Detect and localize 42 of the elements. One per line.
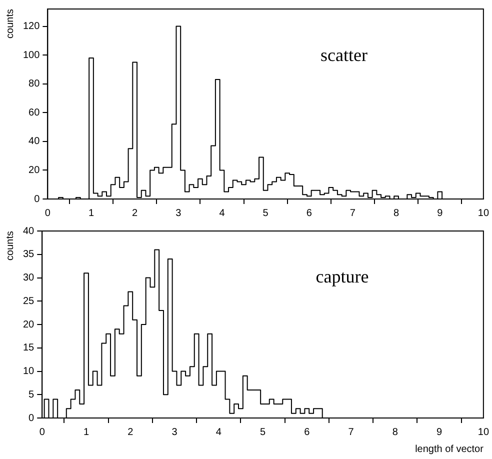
x-tick-label: 0 bbox=[44, 208, 51, 219]
x-tick-label: 9 bbox=[437, 208, 444, 219]
x-tick-label: 1 bbox=[83, 426, 90, 438]
y-tick-label: 20 bbox=[23, 319, 35, 330]
x-tick-label: 7 bbox=[350, 208, 356, 219]
y-tick-label: 20 bbox=[28, 164, 40, 176]
y-tick-label: 10 bbox=[23, 366, 35, 377]
x-tick-label: 9 bbox=[436, 426, 443, 438]
y-tick-label: 80 bbox=[28, 78, 40, 90]
x-tick-label: 4 bbox=[219, 208, 226, 219]
y-tick-label: 25 bbox=[23, 296, 35, 307]
y-axis-title: counts bbox=[4, 231, 16, 260]
y-axis-title: counts bbox=[4, 9, 16, 38]
x-tick-label: 3 bbox=[176, 208, 182, 219]
x-tick-label: 4 bbox=[216, 426, 222, 438]
x-tick-label: 8 bbox=[392, 426, 398, 438]
y-tick-label: 0 bbox=[34, 194, 40, 205]
x-tick-label: 2 bbox=[132, 208, 138, 219]
annotation: capture bbox=[316, 266, 369, 286]
y-tick-label: 120 bbox=[22, 21, 40, 32]
y-tick-label: 40 bbox=[28, 136, 40, 148]
y-tick-label: 100 bbox=[22, 50, 40, 61]
x-tick-label: 7 bbox=[348, 426, 354, 438]
annotation: scatter bbox=[320, 45, 368, 66]
y-tick-label: 30 bbox=[23, 272, 35, 284]
y-tick-label: 15 bbox=[23, 342, 35, 354]
x-tick-label: 5 bbox=[262, 208, 269, 219]
y-tick-label: 5 bbox=[28, 389, 35, 400]
x-tick-label: 8 bbox=[394, 208, 400, 219]
x-tick-label: 5 bbox=[260, 426, 266, 438]
y-tick-label: 0 bbox=[28, 412, 35, 424]
y-tick-label: 40 bbox=[23, 226, 35, 237]
x-tick-label: 1 bbox=[88, 208, 94, 219]
x-axis-title: length of vector bbox=[415, 444, 484, 455]
x-tick-label: 10 bbox=[478, 426, 490, 438]
x-tick-label: 6 bbox=[304, 426, 310, 438]
x-tick-label: 10 bbox=[478, 208, 490, 219]
x-tick-label: 3 bbox=[172, 426, 178, 438]
y-tick-label: 60 bbox=[28, 107, 40, 118]
y-tick-label: 35 bbox=[23, 249, 35, 260]
x-tick-label: 6 bbox=[306, 208, 312, 219]
x-tick-label: 2 bbox=[128, 426, 134, 438]
